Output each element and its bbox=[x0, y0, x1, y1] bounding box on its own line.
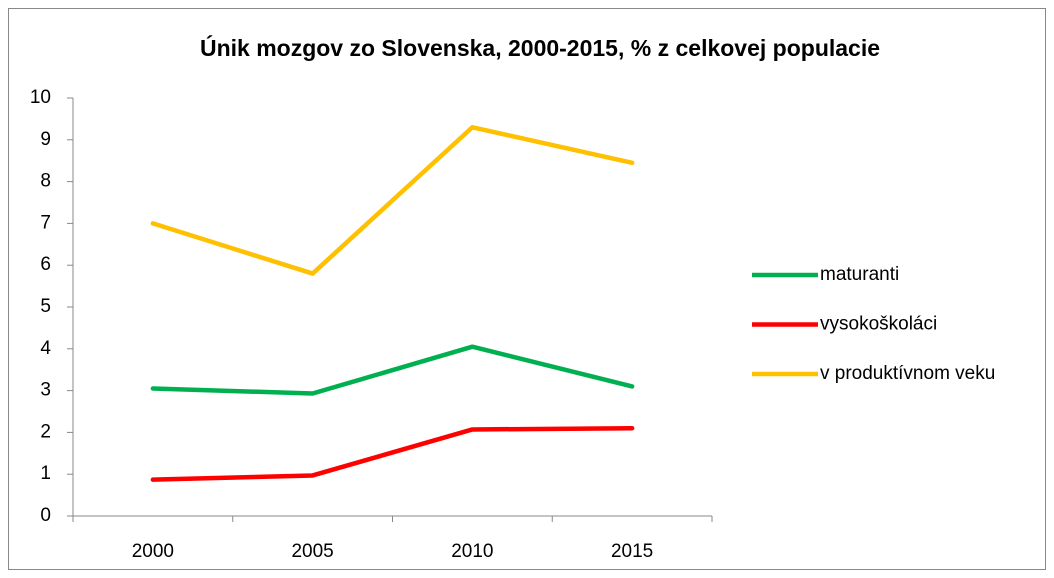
legend-label: maturanti bbox=[820, 264, 899, 285]
y-tick-label: 2 bbox=[40, 421, 51, 442]
x-tick-label: 2000 bbox=[132, 541, 174, 562]
series-line bbox=[150, 425, 635, 482]
y-tick-label: 0 bbox=[40, 505, 51, 526]
series-line bbox=[150, 125, 635, 276]
y-tick-label: 10 bbox=[30, 87, 51, 108]
x-tick-label: 2010 bbox=[451, 541, 493, 562]
x-tick-label: 2005 bbox=[291, 541, 333, 562]
y-tick-label: 7 bbox=[40, 212, 51, 233]
chart-border bbox=[8, 8, 1046, 570]
y-tick-label: 1 bbox=[40, 463, 51, 484]
y-tick-label: 9 bbox=[40, 129, 51, 150]
y-tick-label: 8 bbox=[40, 171, 51, 192]
y-tick-label: 5 bbox=[40, 296, 51, 317]
chart-title: Únik mozgov zo Slovenska, 2000-2015, % z… bbox=[200, 34, 880, 61]
y-tick-label: 3 bbox=[40, 380, 51, 401]
x-tick-label: 2015 bbox=[611, 541, 653, 562]
legend-label: vysokoškoláci bbox=[820, 314, 937, 335]
y-tick-label: 4 bbox=[40, 338, 51, 359]
y-tick-label: 6 bbox=[40, 254, 51, 275]
legend-label: v produktívnom veku bbox=[820, 363, 995, 384]
series-line bbox=[150, 344, 635, 396]
